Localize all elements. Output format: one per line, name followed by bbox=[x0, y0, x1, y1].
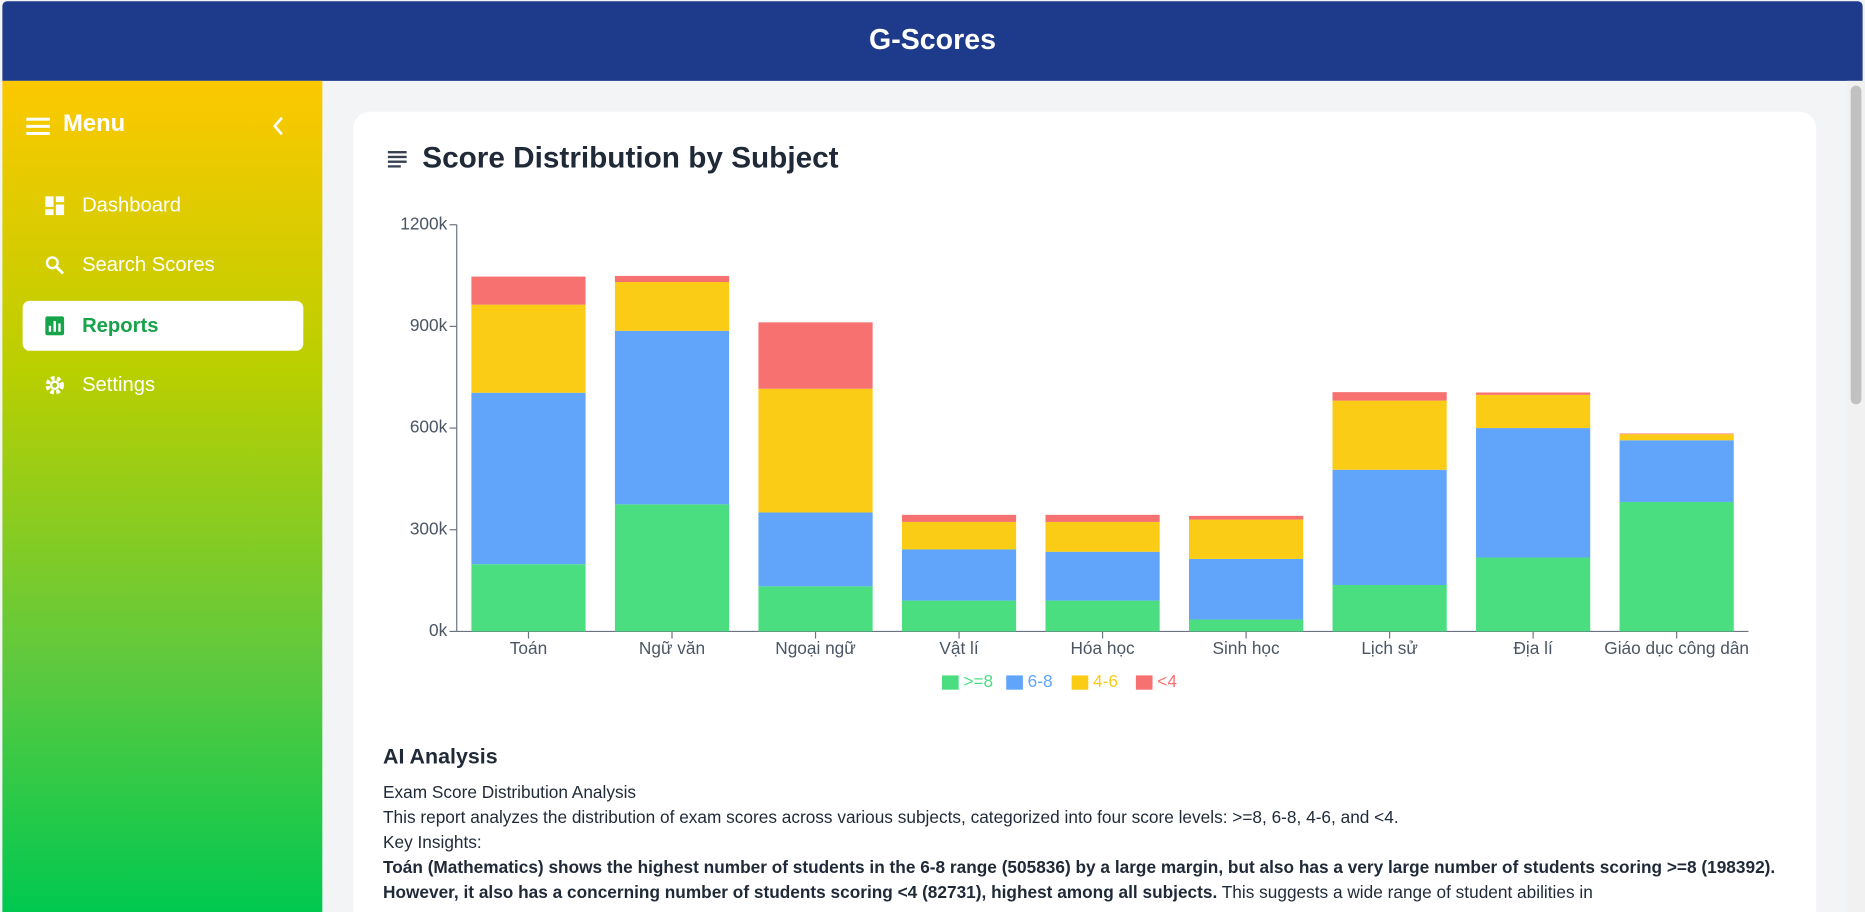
nav-label: Settings bbox=[82, 373, 156, 396]
nav-item[interactable]: Dashboard bbox=[23, 181, 304, 231]
x-tick-label: Vật lí bbox=[939, 638, 978, 658]
bar-segment bbox=[1619, 434, 1734, 441]
bar-segment bbox=[1189, 515, 1304, 520]
bar-segment bbox=[758, 586, 873, 632]
x-tick-label: Ngữ văn bbox=[639, 638, 705, 658]
nav-item[interactable]: Search Scores bbox=[23, 240, 304, 290]
legend-label: 6-8 bbox=[1028, 671, 1053, 691]
bar-segment bbox=[1189, 519, 1304, 559]
nav-label: Search Scores bbox=[82, 253, 215, 276]
nav-label: Dashboard bbox=[82, 193, 181, 217]
analysis-heading: AI Analysis bbox=[382, 744, 498, 769]
bar-segment bbox=[758, 388, 873, 513]
bar-segment bbox=[1045, 521, 1160, 552]
bar-segment bbox=[901, 521, 1017, 550]
bar-segment bbox=[614, 282, 730, 331]
legend-swatch bbox=[942, 675, 959, 690]
y-tick-label: 600k bbox=[410, 417, 448, 437]
sidebar: Menu Dashboard Search Scores Reports Set… bbox=[2, 80, 323, 912]
legend-swatch bbox=[1135, 675, 1153, 690]
bar-segment bbox=[614, 330, 730, 505]
chart: 0k 300k 600k 900k 1200k Toán Ngữ văn Ngoại ngữ V… bbox=[400, 213, 1749, 691]
bar-segment bbox=[901, 514, 1017, 522]
legend-swatch bbox=[1006, 675, 1023, 690]
x-tick-label: Toán bbox=[510, 638, 547, 658]
icon bbox=[45, 376, 64, 395]
x-tick-label: Địa lí bbox=[1514, 638, 1553, 658]
nav-item[interactable]: Reports bbox=[22, 300, 304, 351]
x-tick-label: Giáo dục công dân bbox=[1604, 638, 1749, 658]
x-tick-label: Hóa học bbox=[1070, 638, 1135, 658]
y-tick-label: 900k bbox=[410, 315, 448, 335]
y-tick-label: 300k bbox=[410, 518, 448, 538]
menu-icon[interactable] bbox=[26, 117, 50, 136]
analysis-line: Key Insights: bbox=[382, 833, 482, 853]
bar-segment bbox=[1189, 619, 1304, 632]
bar-segment bbox=[471, 564, 586, 632]
bar-segment bbox=[1619, 433, 1734, 435]
header: G-Scores bbox=[2, 1, 1863, 81]
insight-bold: Toán (Mathematics) shows the highest num… bbox=[382, 858, 1776, 903]
x-tick-label: Sinh học bbox=[1213, 638, 1280, 658]
scrollbar[interactable] bbox=[1847, 80, 1865, 912]
bar-segment bbox=[614, 275, 730, 283]
bar-segment bbox=[758, 322, 873, 389]
bar-segment bbox=[1045, 551, 1160, 601]
y-tick-label: 1200k bbox=[400, 213, 447, 233]
bar-segment bbox=[1045, 600, 1160, 632]
bar-segment bbox=[901, 549, 1017, 601]
bar-segment bbox=[1332, 392, 1447, 401]
x-tick-label: Ngoại ngữ bbox=[775, 638, 856, 658]
scroll-thumb[interactable] bbox=[1850, 85, 1862, 405]
analysis-insight: Toán (Mathematics) shows the highest num… bbox=[383, 856, 1786, 906]
legend-label: 4-6 bbox=[1093, 671, 1118, 691]
nav-label: Reports bbox=[82, 313, 159, 337]
icon bbox=[45, 256, 65, 275]
legend-label: >=8 bbox=[963, 671, 993, 691]
title-icon bbox=[387, 151, 407, 168]
bar-segment bbox=[614, 504, 730, 632]
bar-segment bbox=[1332, 584, 1447, 632]
bar-segment bbox=[1332, 469, 1447, 585]
bar-segment bbox=[901, 600, 1017, 632]
legend-swatch bbox=[1071, 675, 1089, 690]
bar-segment bbox=[1476, 394, 1591, 429]
icon bbox=[45, 196, 65, 216]
card-title: Score Distribution by Subject bbox=[422, 141, 839, 175]
bar-segment bbox=[1332, 400, 1447, 470]
icon bbox=[45, 316, 65, 336]
menu-title: Menu bbox=[63, 110, 126, 137]
bar-segment bbox=[1476, 428, 1591, 558]
x-tick-label: Lịch sử bbox=[1361, 638, 1418, 658]
bar-segment bbox=[1619, 501, 1734, 632]
bar-segment bbox=[1476, 557, 1591, 632]
nav-item[interactable]: Settings bbox=[23, 360, 304, 410]
bar-segment bbox=[1045, 514, 1160, 522]
analysis-line: Exam Score Distribution Analysis bbox=[382, 783, 637, 803]
bar-segment bbox=[1619, 440, 1734, 502]
ai-analysis: AI Analysis Exam Score Distribution Anal… bbox=[383, 744, 1786, 906]
bar-segment bbox=[471, 392, 586, 565]
bar-segment bbox=[758, 512, 873, 587]
y-tick-label: 0k bbox=[429, 620, 448, 640]
bar-segment bbox=[471, 276, 586, 305]
bar-segment bbox=[1476, 392, 1591, 395]
analysis-line: This report analyzes the distribution of… bbox=[382, 808, 1399, 828]
bar-segment bbox=[1189, 558, 1304, 620]
collapse-button[interactable] bbox=[271, 115, 285, 136]
insight-text: This suggests a wide range of student ab… bbox=[1221, 883, 1593, 903]
bar-segment bbox=[471, 304, 586, 393]
legend-label: <4 bbox=[1157, 671, 1177, 691]
